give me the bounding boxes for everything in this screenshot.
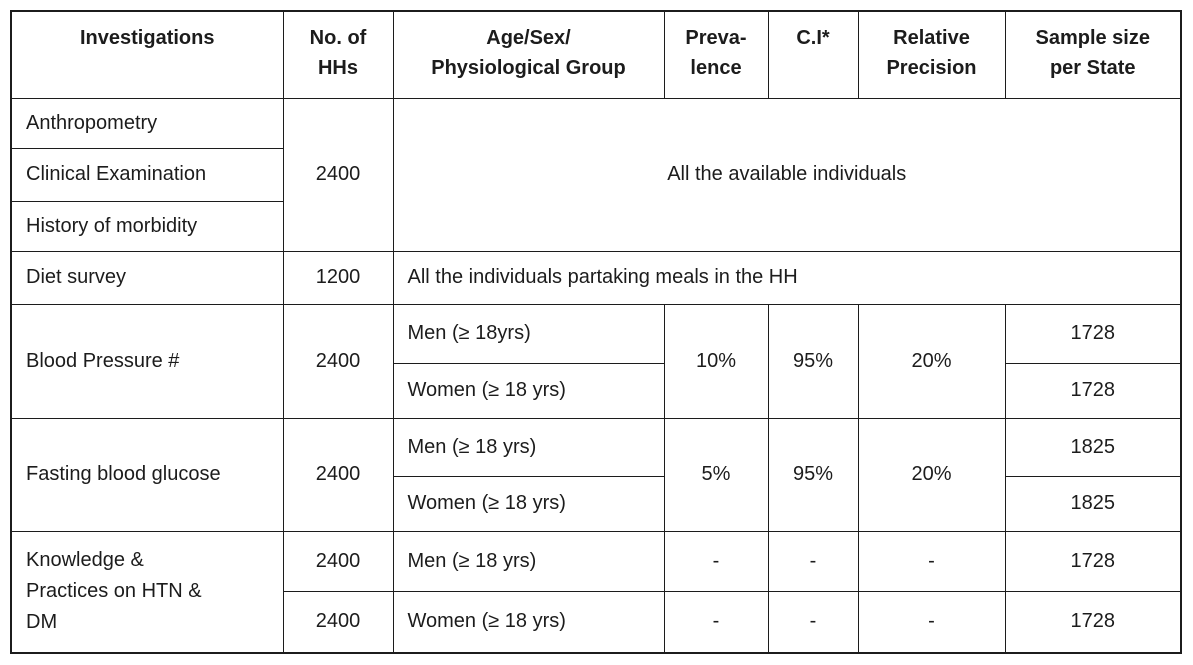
row-knowledge-women: 2400 Women (≥ 18 yrs) - - - 1728 <box>11 590 1182 654</box>
cell-group1-hhs: 2400 <box>282 97 394 252</box>
col-header-no-of-hhs: No. of HHs <box>282 10 394 99</box>
col-header-ci: C.I* <box>767 10 859 99</box>
sampling-design-table: Investigations No. of HHs Age/Sex/ Physi… <box>10 10 1182 654</box>
cell-fbg-ci: 95% <box>767 417 859 532</box>
cell-bp-prevalence: 10% <box>663 303 769 419</box>
cell-knw-men-prevalence: - <box>663 530 769 592</box>
cell-diet-hhs: 1200 <box>282 250 394 305</box>
cell-investigation-blood-pressure: Blood Pressure # <box>10 303 284 419</box>
row-clinical-examination: Clinical Examination <box>10 147 1181 202</box>
cell-bp-women-sample: 1728 <box>1004 362 1182 419</box>
cell-investigation-fasting-glucose: Fasting blood glucose <box>10 417 284 532</box>
row-anthropometry: Anthropometry 2400 All the available ind… <box>10 97 1182 252</box>
cell-diet-note: All the individuals partaking meals in t… <box>392 250 1182 305</box>
cell-bp-men-group: Men (≥ 18yrs) <box>392 303 665 364</box>
cell-fbg-women-group: Women (≥ 18 yrs) <box>392 475 665 532</box>
col-header-investigations: Investigations <box>10 10 284 99</box>
row-fasting-glucose-women: Women (≥ 18 yrs) 1825 <box>11 475 1182 532</box>
row-blood-pressure-women: Women (≥ 18 yrs) 1728 <box>11 362 1182 419</box>
row-fasting-glucose-men: Fasting blood glucose 2400 Men (≥ 18 yrs… <box>10 417 1182 532</box>
cell-investigation-clinical: Clinical Examination <box>10 147 284 202</box>
cell-knw-women-prevalence: - <box>663 590 769 654</box>
cell-knw-men-sample: 1728 <box>1004 530 1182 592</box>
col-header-age-sex-group: Age/Sex/ Physiological Group <box>392 10 665 99</box>
col-header-prevalence: Preva- lence <box>663 10 769 99</box>
cell-knw-women-ci: - <box>767 590 859 654</box>
header-row: Investigations No. of HHs Age/Sex/ Physi… <box>10 10 1182 99</box>
cell-bp-relative-precision: 20% <box>857 303 1006 419</box>
cell-knw-women-relative-precision: - <box>857 590 1006 654</box>
cell-investigation-diet: Diet survey <box>10 250 284 305</box>
cell-fbg-prevalence: 5% <box>663 417 769 532</box>
cell-group1-note: All the available individuals <box>392 97 1182 252</box>
row-history-morbidity: History of morbidity <box>10 200 1181 252</box>
cell-fbg-women-sample: 1825 <box>1004 475 1182 532</box>
cell-fbg-men-group: Men (≥ 18 yrs) <box>392 417 665 477</box>
cell-knw-men-ci: - <box>767 530 859 592</box>
cell-knw-women-group: Women (≥ 18 yrs) <box>392 590 665 654</box>
row-knowledge-men: Knowledge & Practices on HTN & DM 2400 M… <box>10 530 1182 654</box>
cell-knw-men-hhs: 2400 <box>282 530 394 592</box>
cell-investigation-anthropometry: Anthropometry <box>10 97 284 149</box>
cell-fbg-relative-precision: 20% <box>857 417 1006 532</box>
cell-knw-women-sample: 1728 <box>1004 590 1182 654</box>
cell-fbg-men-sample: 1825 <box>1004 417 1182 477</box>
cell-investigation-knowledge: Knowledge & Practices on HTN & DM <box>10 530 284 654</box>
row-blood-pressure-men: Blood Pressure # 2400 Men (≥ 18yrs) 10% … <box>10 303 1182 419</box>
row-diet-survey: Diet survey 1200 All the individuals par… <box>10 250 1182 305</box>
cell-knw-men-group: Men (≥ 18 yrs) <box>392 530 665 592</box>
cell-knw-men-relative-precision: - <box>857 530 1006 592</box>
cell-bp-women-group: Women (≥ 18 yrs) <box>392 362 665 419</box>
cell-bp-ci: 95% <box>767 303 859 419</box>
cell-fbg-hhs: 2400 <box>282 417 394 532</box>
cell-knw-women-hhs: 2400 <box>282 590 394 654</box>
cell-investigation-morbidity: History of morbidity <box>10 200 284 252</box>
cell-bp-hhs: 2400 <box>282 303 394 419</box>
col-header-sample-size: Sample size per State <box>1004 10 1182 99</box>
cell-bp-men-sample: 1728 <box>1004 303 1182 364</box>
col-header-relative-precision: Relative Precision <box>857 10 1006 99</box>
